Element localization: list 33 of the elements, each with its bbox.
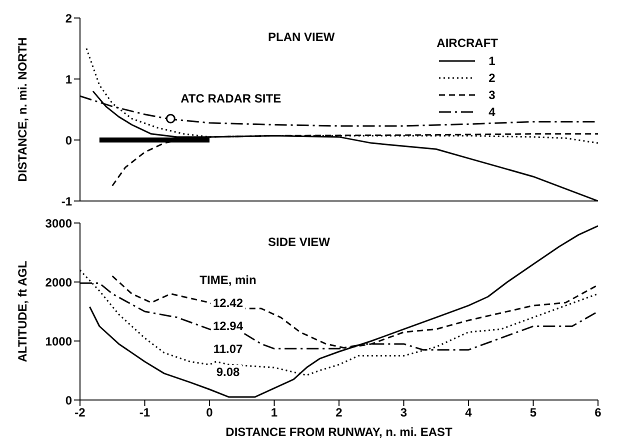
y-axis-title: ALTITUDE, ft AGL xyxy=(15,260,30,362)
x-tick-label: 2 xyxy=(336,406,343,420)
legend-label: 1 xyxy=(488,54,496,68)
x-tick-label: 6 xyxy=(594,406,602,420)
annotation: 12.94 xyxy=(210,319,246,333)
y-tick-label: 2000 xyxy=(45,275,72,290)
y-tick-label: 0 xyxy=(65,393,72,408)
y-tick-label: 0 xyxy=(65,133,72,148)
legend-label: 3 xyxy=(488,88,496,102)
x-tick-label: 4 xyxy=(465,406,472,420)
annotation: ATC RADAR SITE xyxy=(180,92,282,106)
legend-title: AIRCRAFT xyxy=(436,36,498,50)
text: SIDE VIEW xyxy=(268,235,330,249)
annotation: TIME, min xyxy=(198,273,258,287)
x-tick-label: 5 xyxy=(530,406,537,420)
x-tick-label: 1 xyxy=(270,406,278,420)
legend-label: 4 xyxy=(488,104,496,118)
y-tick-label: 1000 xyxy=(45,334,72,348)
x-tick-label: -1 xyxy=(139,406,150,420)
text: PLAN VIEW xyxy=(268,30,335,44)
legend-label: 2 xyxy=(488,70,496,84)
y-tick-label: 2 xyxy=(65,11,72,26)
x-axis-title: DISTANCE FROM RUNWAY, n. mi. EAST xyxy=(226,425,454,439)
x-tick-label: 0 xyxy=(206,406,214,420)
annotation: 9.08 xyxy=(214,365,242,379)
y-axis-title: DISTANCE, n. mi. NORTH xyxy=(15,37,30,182)
y-tick-label: 3000 xyxy=(45,216,72,230)
y-tick-label: -1 xyxy=(61,194,72,208)
y-tick-label: 1 xyxy=(65,72,72,86)
x-tick-label: -2 xyxy=(74,406,86,420)
annotation: 11.07 xyxy=(211,342,245,356)
x-tick-label: 3 xyxy=(400,406,408,420)
annotation: 12.42 xyxy=(210,296,246,310)
